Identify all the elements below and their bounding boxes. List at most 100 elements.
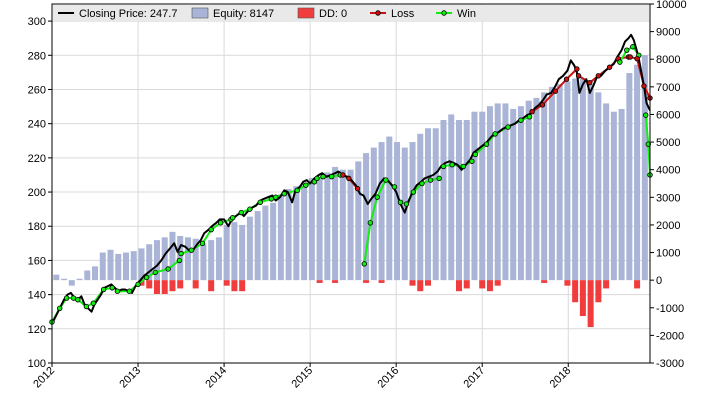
equity-bar bbox=[246, 216, 253, 281]
equity-bar bbox=[332, 166, 339, 281]
win-trade-point bbox=[361, 261, 368, 267]
right-axis-tick-label: 5000 bbox=[656, 137, 680, 149]
legend-label-dd: DD: 0 bbox=[319, 8, 347, 20]
right-axis-tick-label: 10000 bbox=[656, 0, 687, 11]
right-axis-tick-label: 7000 bbox=[656, 82, 680, 94]
drawdown-bar bbox=[153, 280, 160, 294]
loss-trade-point bbox=[606, 64, 613, 70]
equity-bar bbox=[417, 133, 424, 281]
equity-bar bbox=[378, 142, 385, 281]
drawdown-bar bbox=[192, 280, 199, 289]
drawdown-bar bbox=[587, 280, 594, 328]
equity-bar bbox=[84, 270, 91, 281]
drawdown-bar bbox=[572, 280, 579, 303]
win-trade-point bbox=[83, 303, 90, 310]
equity-bar bbox=[92, 266, 99, 281]
equity-bar bbox=[432, 128, 439, 281]
win-trade-point bbox=[642, 112, 649, 118]
equity-bar bbox=[564, 81, 571, 281]
drawdown-bar bbox=[138, 280, 145, 286]
equity-bar bbox=[618, 108, 625, 281]
drawdown-bar bbox=[363, 280, 370, 283]
right-axis-tick-label: 6000 bbox=[656, 109, 680, 121]
legend: Closing Price: 247.7 Equity: 8147 DD: 0 Los… bbox=[53, 5, 649, 21]
equity-bar bbox=[409, 142, 416, 281]
legend-label-loss: Loss bbox=[391, 8, 415, 20]
equity-bar bbox=[301, 183, 308, 281]
right-axis-tick-label: -2000 bbox=[656, 330, 684, 342]
right-axis-tick-label: 1000 bbox=[656, 248, 680, 260]
equity-bar bbox=[208, 240, 215, 281]
equity-bar bbox=[270, 202, 277, 281]
equity-bar bbox=[634, 64, 641, 281]
equity-bar bbox=[479, 111, 486, 281]
equity-bar bbox=[115, 253, 122, 281]
left-axis-tick-label: 100 bbox=[28, 358, 46, 370]
win-trade-point bbox=[374, 194, 380, 200]
equity-bar bbox=[130, 251, 137, 281]
equity-bar bbox=[548, 86, 555, 281]
win-trade-point bbox=[188, 247, 195, 253]
equity-bar bbox=[626, 73, 633, 281]
equity-bar bbox=[293, 186, 300, 281]
equity-bar bbox=[533, 97, 540, 281]
equity-bar bbox=[122, 252, 129, 281]
left-axis-tick-label: 200 bbox=[28, 187, 46, 199]
right-axis-tick-label: -1000 bbox=[656, 303, 684, 315]
equity-bar bbox=[471, 111, 478, 281]
left-axis-tick-label: 240 bbox=[28, 119, 46, 131]
equity-bar bbox=[572, 78, 579, 281]
right-axis-tick-label: -3000 bbox=[656, 358, 684, 370]
win-trade-point bbox=[114, 288, 121, 294]
win-trade-point bbox=[199, 240, 206, 247]
equity-bar bbox=[502, 103, 509, 281]
win-trade-point bbox=[126, 288, 133, 294]
legend-swatch-equity bbox=[191, 7, 209, 19]
win-trade-point bbox=[630, 44, 636, 50]
win-trade-point bbox=[367, 220, 374, 226]
drawdown-bar bbox=[634, 280, 641, 289]
legend-marker-loss bbox=[375, 10, 381, 16]
equity-bar bbox=[68, 280, 75, 286]
win-trade-point bbox=[165, 266, 171, 272]
win-trade-point bbox=[449, 161, 455, 168]
equity-bar bbox=[169, 231, 176, 281]
left-axis-tick-label: 180 bbox=[28, 221, 46, 233]
equity-bar bbox=[277, 194, 284, 281]
equity-bar bbox=[223, 224, 230, 281]
win-trade-point bbox=[281, 191, 288, 197]
loss-trade-point bbox=[595, 73, 602, 79]
loss-trade-point bbox=[627, 54, 633, 60]
equity-bar bbox=[347, 169, 354, 281]
win-trade-point bbox=[391, 184, 398, 190]
legend-label-win: Win bbox=[457, 8, 476, 20]
loss-trade-point bbox=[641, 83, 647, 89]
drawdown-bar bbox=[579, 280, 586, 317]
loss-trade-point bbox=[552, 88, 559, 94]
loss-trade-point bbox=[634, 56, 640, 62]
drawdown-bar bbox=[231, 280, 238, 292]
right-axis-tick-label: 8000 bbox=[656, 54, 680, 66]
drawdown-bar bbox=[595, 280, 602, 303]
equity-bar bbox=[254, 211, 261, 281]
loss-trade-point bbox=[563, 76, 570, 82]
win-trade-point bbox=[143, 274, 150, 281]
legend-marker-win bbox=[441, 10, 447, 16]
left-axis-tick-label: 120 bbox=[28, 324, 46, 336]
equity-bar bbox=[239, 224, 246, 281]
equity-bar bbox=[316, 177, 323, 281]
equity-bar bbox=[425, 128, 432, 281]
legend-swatch-dd bbox=[297, 7, 315, 19]
equity-bar bbox=[215, 237, 222, 281]
drawdown-bar bbox=[161, 280, 168, 294]
win-trade-point bbox=[109, 285, 115, 291]
win-trade-point bbox=[472, 151, 479, 158]
equity-bar bbox=[184, 237, 191, 281]
win-trade-point bbox=[314, 175, 320, 182]
drawdown-bar bbox=[146, 280, 153, 289]
win-trade-point bbox=[273, 194, 279, 200]
right-axis-tick-label: 3000 bbox=[656, 192, 680, 204]
left-axis-tick-label: 260 bbox=[28, 84, 46, 96]
win-trade-point bbox=[617, 59, 623, 65]
